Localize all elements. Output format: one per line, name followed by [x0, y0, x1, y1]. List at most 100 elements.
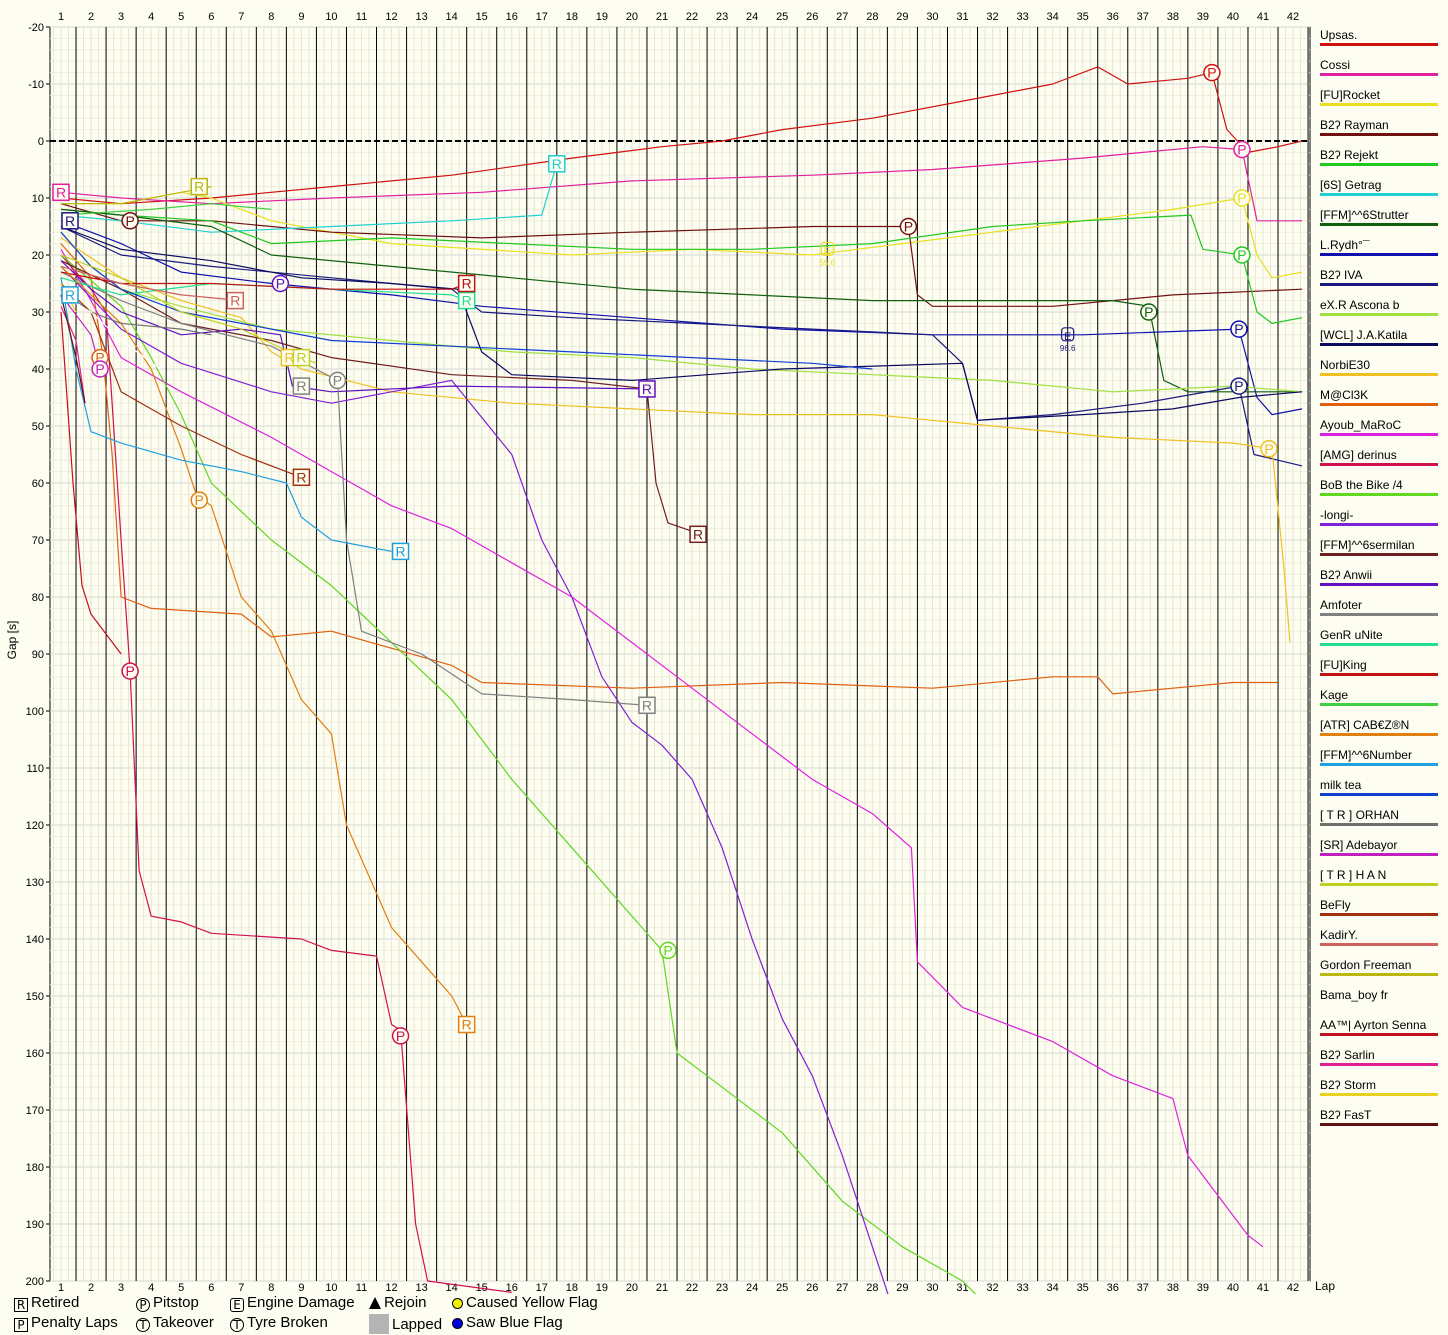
legend-label: Kage — [1320, 688, 1349, 702]
marker-pitstop: P — [190, 491, 208, 509]
marker-letter: R — [462, 1017, 472, 1033]
chart-axes: -20-100102030405060708090100110120130140… — [26, 11, 1300, 1294]
legend-swatch — [1320, 913, 1438, 916]
retired-box — [292, 348, 311, 367]
legend-item: [AMG] derinus — [1320, 448, 1440, 478]
legend-label: BeFly — [1320, 898, 1351, 912]
legend-label: B2ʔ Sarlin — [1320, 1048, 1375, 1062]
legend-item: eX.R Ascona b — [1320, 298, 1440, 328]
marker-pitstop: P — [1230, 377, 1248, 395]
legend-swatch — [1320, 433, 1438, 436]
legend-swatch — [1320, 883, 1438, 886]
marker-engine-damage: E55.6 — [819, 241, 836, 267]
legend-label: [FFM]^^6sermilan — [1320, 538, 1415, 552]
key-rejoin-label: Rejoin — [384, 1294, 427, 1311]
marker-letter: R — [642, 381, 652, 397]
x-tick-label-top: 9 — [298, 11, 304, 23]
legend-swatch — [1320, 793, 1438, 796]
marker-engine-damage: E96.6 — [1060, 327, 1076, 353]
legend-swatch — [1320, 43, 1438, 46]
key-yellow: Caused Yellow Flag — [452, 1294, 598, 1314]
retired-box — [226, 291, 245, 310]
marker-retired: R — [638, 696, 656, 715]
x-tick-label-top: 15 — [476, 11, 488, 23]
marker-letter: R — [65, 213, 75, 229]
y-tick-label: 160 — [26, 1048, 44, 1060]
marker-letter: P — [396, 1028, 405, 1044]
pitstop-circle — [1230, 377, 1248, 395]
marker-retired: R — [457, 274, 476, 293]
legend-label: [AMG] derinus — [1320, 448, 1397, 462]
x-tick-label-top: 8 — [268, 11, 274, 23]
series-line-11 — [60, 225, 1303, 421]
y-tick-label: 30 — [32, 307, 44, 319]
marker-letter: P — [1207, 65, 1216, 81]
pitstop-circle — [899, 217, 918, 236]
legend-label: NorbiE30 — [1320, 358, 1371, 372]
series-line-19 — [60, 260, 648, 393]
x-tick-label-bottom: 29 — [896, 1282, 908, 1294]
x-tick-label-top: 28 — [866, 11, 878, 23]
x-tick-label-bottom: 4 — [148, 1282, 154, 1294]
legend-label: eX.R Ascona b — [1320, 298, 1400, 312]
x-tick-label-top: 5 — [178, 11, 184, 23]
legend-item: Bama_boy fr — [1320, 988, 1440, 1018]
key-lapped: Lapped — [369, 1314, 442, 1334]
legend-item: Ayoub_MaRoC — [1320, 418, 1440, 448]
x-tick-label-top: 18 — [566, 11, 578, 23]
x-tick-label-bottom: 5 — [178, 1282, 184, 1294]
legend-label: [6S] Getrag — [1320, 178, 1382, 192]
retired-icon: R — [14, 1298, 28, 1312]
legend-swatch — [1320, 673, 1438, 676]
x-tick-label-bottom: 17 — [536, 1282, 548, 1294]
legend-label: M@Cl3K — [1320, 388, 1369, 402]
legend-item: B2ʔ Rayman — [1320, 118, 1440, 148]
engine-icon: E — [230, 1298, 244, 1312]
legend-swatch — [1320, 1033, 1438, 1036]
x-tick-label-top: 16 — [506, 11, 518, 23]
x-tick-label-top: 29 — [896, 11, 908, 23]
retired-box — [689, 525, 707, 544]
gap-chart: -20-100102030405060708090100110120130140… — [5, 11, 1311, 1294]
legend-item: [FFM]^^6Strutter — [1320, 208, 1440, 238]
legend-swatch — [1320, 343, 1438, 346]
x-tick-label-bottom: 32 — [986, 1282, 998, 1294]
legend-item: Cossi — [1320, 58, 1440, 88]
legend-swatch — [1320, 1093, 1438, 1096]
x-tick-label-bottom: 2 — [88, 1282, 94, 1294]
x-tick-label-bottom: 23 — [716, 1282, 728, 1294]
legend-swatch — [1320, 583, 1438, 586]
legend-item: [FU]Rocket — [1320, 88, 1440, 118]
legend-item: AA™| Ayrton Senna — [1320, 1018, 1440, 1048]
legend-swatch — [1320, 763, 1438, 766]
retired-box — [292, 377, 311, 395]
marker-pitstop: P — [1260, 440, 1278, 458]
key-engine-label: Engine Damage — [247, 1294, 355, 1311]
series-line-20 — [60, 271, 648, 706]
marker-retired: R — [457, 291, 476, 310]
x-tick-label-top: 30 — [926, 11, 938, 23]
series-line-7 — [60, 208, 1303, 393]
takeover-icon: T — [136, 1318, 150, 1332]
marker-retired: R — [292, 348, 311, 367]
x-tick-label-bottom: 22 — [686, 1282, 698, 1294]
marker-pitstop: P — [328, 371, 347, 390]
series-line-5 — [60, 208, 1303, 324]
x-tick-label-bottom: 33 — [1016, 1282, 1028, 1294]
marker-pitstop: P — [121, 662, 139, 680]
legend-swatch — [1320, 973, 1438, 976]
legend-swatch — [1320, 193, 1438, 196]
legend-label: Upsas. — [1320, 28, 1358, 42]
retired-box — [61, 212, 79, 230]
x-tick-label-top: 10 — [325, 11, 337, 23]
pitstop-circle — [91, 360, 109, 378]
legend-label: [WCL] J.A.Katila — [1320, 328, 1408, 342]
x-tick-label-bottom: 1 — [58, 1282, 64, 1294]
x-tick-label-top: 38 — [1167, 11, 1179, 23]
key-takeover: T Takeover — [136, 1314, 214, 1334]
y-tick-label: 60 — [32, 478, 44, 490]
series-line-25 — [60, 277, 392, 552]
legend-swatch — [1320, 613, 1438, 616]
series-line-26 — [60, 231, 873, 370]
series-line-6 — [60, 163, 558, 233]
